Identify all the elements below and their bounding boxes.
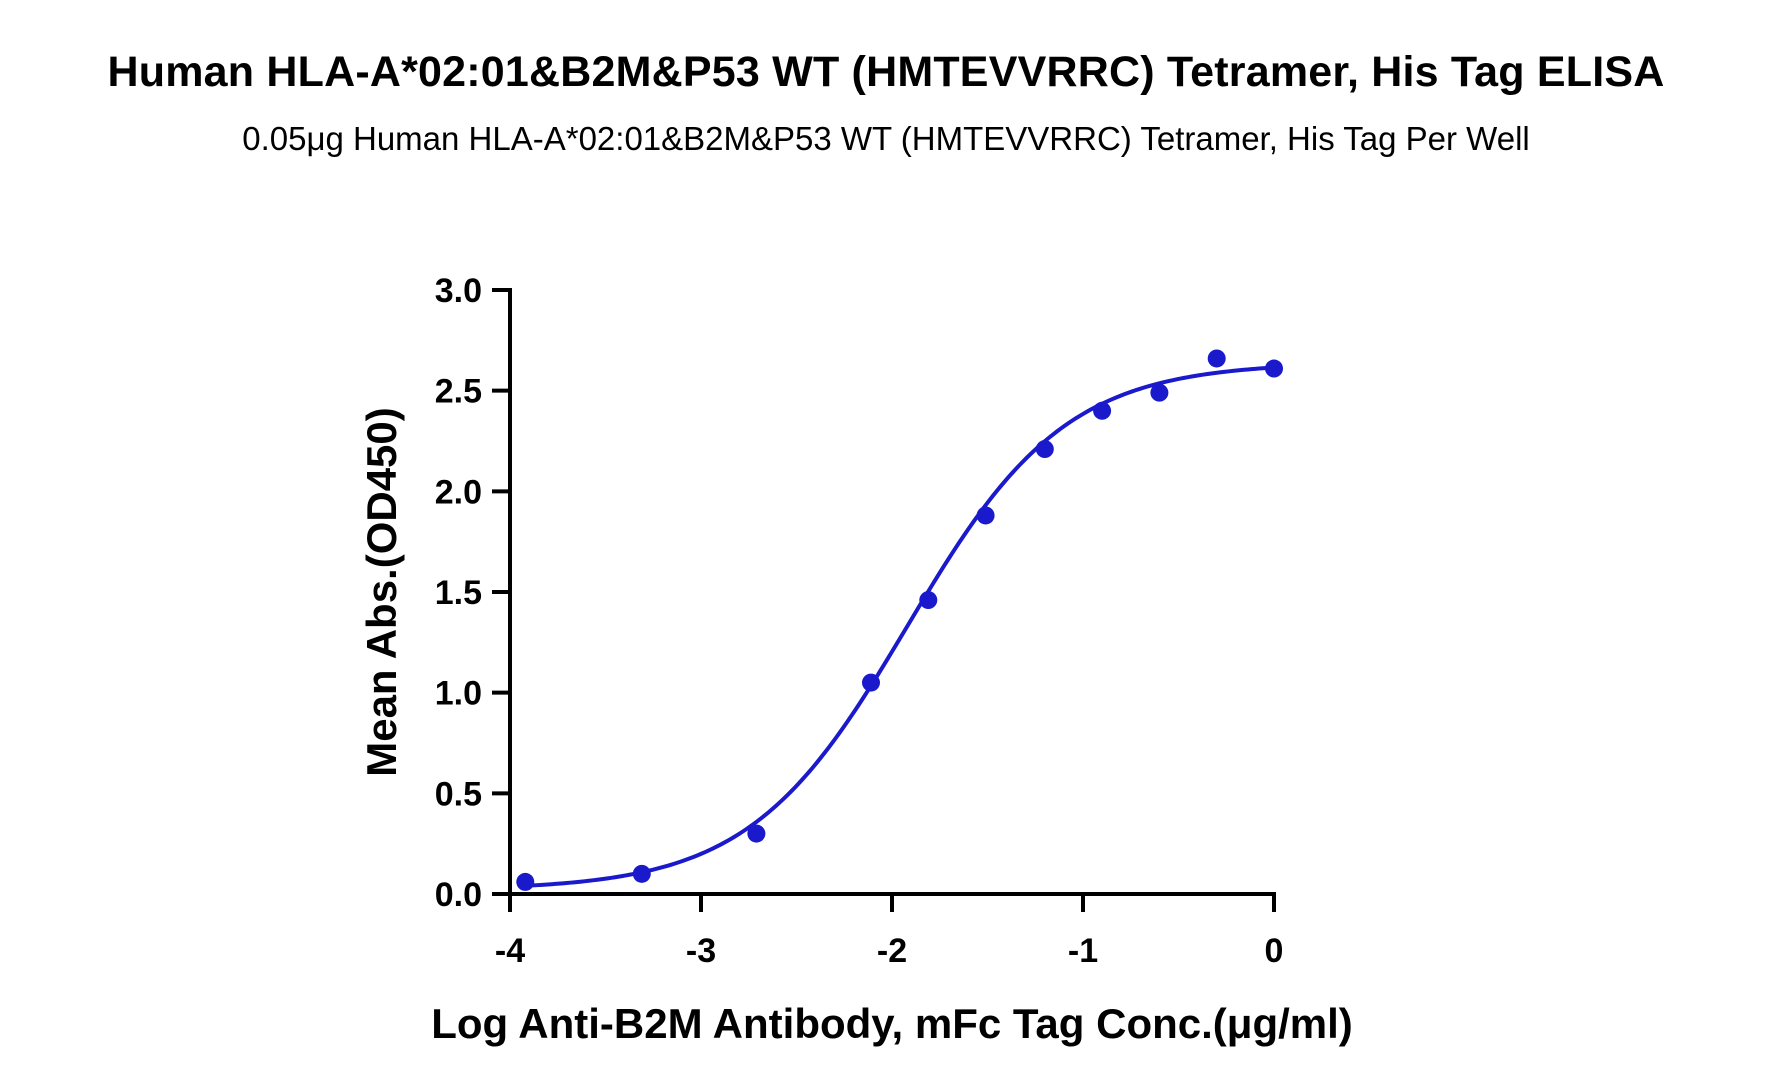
chart-subtitle: 0.05μg Human HLA-A*02:01&B2M&P53 WT (HMT…	[242, 120, 1530, 157]
data-point	[919, 591, 938, 610]
y-tick-label: 1.5	[435, 574, 482, 612]
y-tick-label: 3.0	[435, 272, 482, 310]
y-tick-label: 0.0	[435, 876, 482, 914]
data-point	[747, 824, 766, 843]
axes	[508, 288, 1276, 896]
data-point	[516, 872, 535, 891]
y-tick-label: 0.5	[435, 775, 482, 813]
data-point	[1150, 383, 1169, 402]
data-point	[1093, 401, 1112, 420]
data-points	[516, 349, 1283, 891]
y-tick-label: 1.0	[435, 675, 482, 713]
fit-curve-group	[525, 365, 1275, 888]
y-tick-label: 2.5	[435, 373, 482, 411]
y-tick-label: 2.0	[435, 473, 482, 511]
data-point	[1035, 440, 1054, 459]
data-point	[1207, 349, 1226, 368]
x-tick-label: 0	[1265, 932, 1284, 970]
fit-curve	[525, 365, 1275, 888]
x-ticks: -4 -3 -2 -1 0	[495, 894, 1284, 970]
data-point	[976, 506, 995, 525]
x-tick-label: -2	[877, 932, 907, 970]
data-point	[632, 864, 651, 883]
x-axis-label: Log Anti-B2M Antibody, mFc Tag Conc.(μg/…	[431, 1000, 1353, 1047]
data-point	[861, 673, 880, 692]
x-tick-label: -1	[1068, 932, 1098, 970]
data-point	[1265, 359, 1283, 378]
y-ticks: 0.0 0.5 1.0 1.5 2.0 2.5 3.0	[435, 272, 510, 914]
y-axis-label: Mean Abs.(OD450)	[358, 407, 405, 777]
x-tick-label: -3	[686, 932, 716, 970]
x-tick-label: -4	[495, 932, 525, 970]
chart-title: Human HLA-A*02:01&B2M&P53 WT (HMTEVVRRC)…	[107, 48, 1665, 96]
